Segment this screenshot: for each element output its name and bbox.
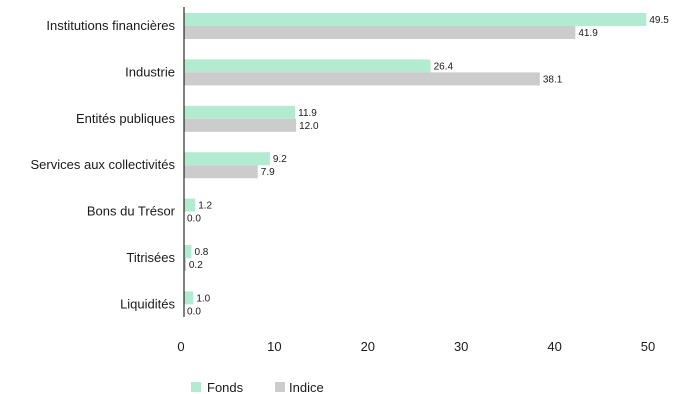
data-label-indice: 7.9 xyxy=(261,167,275,178)
x-tick-label: 0 xyxy=(177,339,184,354)
bar-indice xyxy=(184,118,297,132)
legend: Fonds Indice xyxy=(191,380,324,394)
bar-fonds xyxy=(184,291,194,305)
data-label-fonds: 0.8 xyxy=(194,247,208,258)
category-label: Bons du Trésor xyxy=(87,204,176,219)
category-label: Institutions financières xyxy=(46,18,175,33)
bar-indice xyxy=(184,72,540,86)
data-label-fonds: 1.2 xyxy=(198,201,212,212)
bar-fonds xyxy=(184,59,431,73)
x-tick-label: 10 xyxy=(267,339,281,354)
data-label-indice: 12.0 xyxy=(299,121,319,132)
legend-swatch-indice xyxy=(275,382,285,392)
bar-fonds xyxy=(184,105,296,119)
x-tick-label: 20 xyxy=(361,339,375,354)
data-label-fonds: 11.9 xyxy=(298,108,317,119)
category-labels: Institutions financières Industrie Entités… xyxy=(31,18,176,311)
legend-label-indice: Indice xyxy=(289,380,324,394)
x-tick-label: 50 xyxy=(641,339,655,354)
bar-fonds xyxy=(184,245,192,258)
category-label: Liquidités xyxy=(120,296,175,311)
bars xyxy=(184,13,647,305)
data-label-fonds: 49.5 xyxy=(649,15,669,26)
x-tick-label: 30 xyxy=(454,339,468,354)
bar-fonds xyxy=(184,198,196,212)
data-label-fonds: 1.0 xyxy=(196,293,210,304)
bar-fonds xyxy=(184,13,647,26)
data-label-fonds: 9.2 xyxy=(273,154,287,165)
legend-label-fonds: Fonds xyxy=(207,380,244,394)
bar-indice xyxy=(184,26,576,39)
bar-indice xyxy=(184,258,186,271)
data-label-fonds: 26.4 xyxy=(434,61,454,72)
bar-fonds xyxy=(184,152,270,166)
bar-indice xyxy=(184,165,258,179)
data-label-indice: 0.0 xyxy=(187,214,201,225)
category-label: Industrie xyxy=(125,64,175,79)
data-label-indice: 41.9 xyxy=(578,28,598,39)
data-label-indice: 0.0 xyxy=(187,306,201,317)
category-label: Entités publiques xyxy=(76,111,176,126)
x-axis-ticks: 0 10 20 30 40 50 xyxy=(177,339,655,354)
category-label: Services aux collectivités xyxy=(31,157,176,172)
legend-swatch-fonds xyxy=(191,382,201,392)
x-tick-label: 40 xyxy=(547,339,561,354)
data-labels: 49.5 41.9 26.4 38.1 11.9 12.0 9.2 7.9 1.2 0.0 0.8 0… xyxy=(187,15,669,317)
category-label: Titrisées xyxy=(126,250,175,265)
data-label-indice: 0.2 xyxy=(189,260,203,271)
data-label-indice: 38.1 xyxy=(543,74,563,85)
